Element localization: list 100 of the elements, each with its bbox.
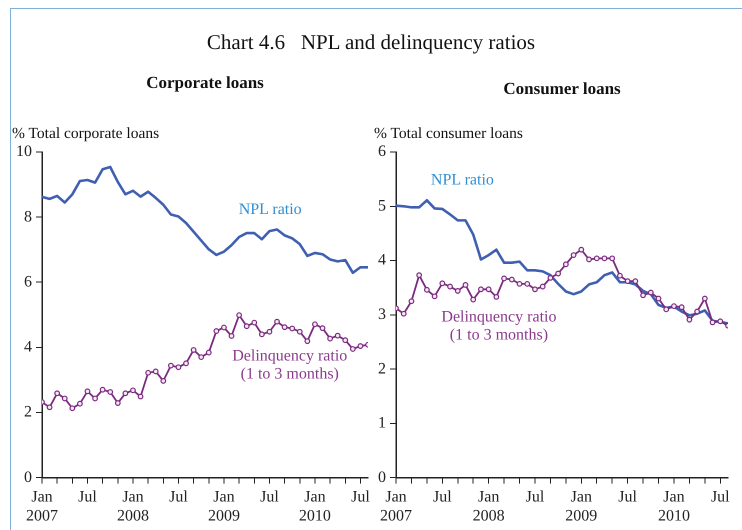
point	[258, 331, 265, 338]
x-tick-label: Jan 2007	[26, 488, 58, 525]
point	[439, 280, 446, 286]
point	[624, 278, 631, 284]
point	[432, 293, 438, 300]
point	[296, 328, 303, 335]
x-tick-label: Jan 2009	[208, 488, 240, 525]
point	[493, 294, 500, 300]
point	[228, 333, 234, 339]
point	[408, 298, 414, 304]
x-tick-label: Jul	[169, 488, 188, 506]
point	[702, 296, 708, 302]
point	[524, 280, 530, 287]
point	[594, 255, 600, 262]
y-tick-label: 6	[24, 273, 32, 290]
chart-title: Consumer loans	[503, 79, 622, 98]
x-tick-label: Jul	[260, 488, 280, 506]
point	[462, 282, 468, 288]
point	[327, 336, 333, 342]
point	[206, 350, 212, 356]
point	[424, 286, 430, 293]
point	[213, 328, 220, 334]
point	[640, 292, 646, 298]
point	[92, 396, 98, 402]
point	[617, 272, 623, 279]
point	[532, 286, 538, 292]
point	[516, 280, 522, 287]
point	[555, 270, 562, 276]
point	[304, 338, 310, 344]
x-tick-label: Jan 2008	[116, 488, 149, 525]
point	[122, 390, 128, 396]
point	[416, 272, 422, 278]
point	[54, 390, 60, 396]
point	[358, 343, 364, 349]
point	[678, 304, 685, 310]
point	[198, 354, 204, 360]
point	[548, 275, 554, 281]
point	[221, 324, 227, 330]
point	[508, 276, 515, 282]
x-tick-label: Jul	[78, 488, 98, 506]
point	[69, 405, 76, 412]
x-tick-label: Jan 2007	[380, 488, 412, 525]
point	[84, 388, 90, 394]
point	[152, 368, 159, 374]
point	[160, 378, 166, 384]
point	[190, 347, 197, 353]
point	[562, 261, 569, 268]
x-tick-label: Jul	[432, 488, 452, 506]
series-label: Delinquency ratio (1 to 3 months)	[232, 347, 348, 382]
y-tick-label: 8	[24, 208, 32, 226]
point	[168, 362, 174, 368]
chart-title: Corporate loans	[146, 73, 264, 92]
series-label: Delinquency ratio (1 to 3 months)	[441, 308, 556, 344]
point	[130, 387, 136, 394]
point	[663, 306, 670, 312]
point	[648, 290, 654, 296]
point	[100, 386, 106, 393]
point	[671, 303, 677, 310]
x-tick-label: Jan 2008	[472, 488, 505, 525]
point	[710, 319, 716, 326]
x-tick-label: Jan 2010	[298, 488, 331, 525]
caption: Chart 4.6 NPL and delinquency ratios	[206, 30, 536, 55]
x-tick-label: Jul	[526, 488, 545, 506]
y-axis-title: % Total corporate loans	[12, 125, 160, 142]
point	[114, 400, 121, 406]
point	[289, 326, 296, 332]
point	[694, 308, 700, 314]
point	[107, 389, 114, 395]
point	[501, 276, 507, 282]
point	[266, 328, 272, 335]
point	[342, 337, 348, 344]
point	[46, 404, 52, 410]
point	[540, 284, 546, 290]
point	[274, 318, 280, 325]
point	[312, 321, 318, 328]
y-tick-label: 0	[378, 468, 386, 486]
point	[470, 296, 476, 303]
point	[62, 396, 68, 402]
y-tick-label: 4	[24, 338, 32, 356]
point	[486, 286, 492, 292]
point	[320, 325, 326, 332]
point	[454, 288, 461, 294]
y-axis-title: % Total consumer loans	[374, 125, 523, 142]
x-tick-label: Jan 2009	[565, 488, 598, 525]
point	[176, 364, 182, 370]
point	[578, 246, 584, 253]
y-tick-label: 2	[24, 404, 32, 421]
point	[145, 370, 152, 376]
point	[350, 346, 356, 352]
y-tick-label: 0	[24, 468, 32, 486]
point	[138, 394, 144, 400]
point	[586, 256, 592, 262]
point	[632, 278, 638, 284]
x-tick-label: Jul	[710, 488, 730, 506]
y-tick-label: 1	[378, 414, 386, 432]
y-tick-label: 6	[378, 143, 386, 160]
y-tick-label: 10	[16, 143, 32, 160]
series-label: NPL ratio	[430, 172, 494, 189]
point	[282, 324, 288, 330]
point	[244, 323, 250, 330]
